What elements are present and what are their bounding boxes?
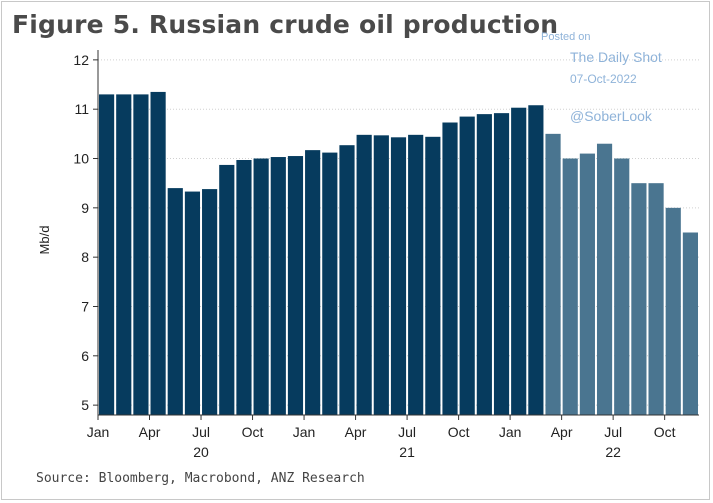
y-tick-label: 6 bbox=[81, 348, 89, 364]
bar bbox=[442, 122, 458, 415]
bar bbox=[476, 114, 492, 416]
chart-title: Figure 5. Russian crude oil production bbox=[12, 10, 559, 39]
bar bbox=[167, 188, 183, 415]
x-tick-label: Oct bbox=[654, 424, 676, 440]
y-tick-label: 9 bbox=[81, 200, 89, 216]
bar bbox=[99, 94, 115, 415]
y-tick-label: 7 bbox=[81, 298, 89, 314]
x-tick-label: Apr bbox=[345, 424, 367, 440]
x-tick-label: Oct bbox=[448, 424, 470, 440]
y-tick-label: 8 bbox=[81, 249, 89, 265]
bar bbox=[425, 136, 441, 416]
bar bbox=[545, 133, 561, 415]
bar bbox=[322, 152, 338, 415]
watermark-date: 07-Oct-2022 bbox=[570, 72, 637, 86]
x-tick-label: Jan bbox=[293, 424, 316, 440]
bar bbox=[270, 157, 286, 415]
bar bbox=[459, 116, 475, 416]
x-tick-label: Jul bbox=[604, 424, 622, 440]
x-tick-label: Apr bbox=[551, 424, 573, 440]
y-tick-label: 11 bbox=[74, 101, 89, 117]
bar bbox=[219, 164, 235, 415]
y-tick-label: 12 bbox=[73, 52, 89, 68]
x-tick-label: Jan bbox=[499, 424, 522, 440]
source-note: Source: Bloomberg, Macrobond, ANZ Resear… bbox=[36, 471, 365, 486]
bar bbox=[408, 134, 424, 416]
x-tick-label: Jul bbox=[192, 424, 210, 440]
bar bbox=[305, 150, 321, 416]
bar bbox=[682, 232, 698, 415]
bar bbox=[150, 91, 166, 416]
x-year-label: 20 bbox=[193, 444, 209, 460]
watermark-posted: Posted on bbox=[541, 31, 591, 43]
y-axis-title: Mb/d bbox=[37, 226, 52, 255]
bar bbox=[614, 158, 630, 415]
bar bbox=[236, 159, 252, 415]
bar bbox=[253, 158, 269, 415]
x-tick-labels: Jan Apr Jul Oct Jan Apr Jul Oct Jan Apr Jul Oct 20 21… bbox=[87, 424, 676, 460]
bar bbox=[287, 156, 304, 415]
bars bbox=[99, 91, 698, 416]
x-tick-label: Oct bbox=[242, 424, 264, 440]
bar bbox=[596, 143, 613, 415]
bar bbox=[116, 94, 132, 415]
x-year-label: 22 bbox=[605, 444, 621, 460]
y-tick-label: 5 bbox=[81, 397, 89, 413]
watermark-site: The Daily Shot bbox=[570, 49, 662, 65]
bar bbox=[511, 107, 527, 415]
bar bbox=[339, 145, 355, 415]
bar bbox=[648, 183, 664, 415]
y-tick-label: 10 bbox=[73, 151, 89, 167]
x-tick-label: Jan bbox=[87, 424, 110, 440]
bar bbox=[493, 113, 510, 415]
bar bbox=[528, 105, 544, 416]
bar bbox=[184, 191, 201, 415]
y-tick-labels: 5 6 7 8 9 10 11 12 bbox=[73, 52, 89, 413]
bar bbox=[562, 158, 578, 415]
bar bbox=[390, 137, 407, 415]
bar bbox=[133, 94, 149, 415]
x-tick-label: Apr bbox=[139, 424, 161, 440]
bar bbox=[202, 189, 218, 415]
bar bbox=[579, 153, 595, 415]
bar bbox=[665, 207, 681, 415]
x-tick-label: Jul bbox=[398, 424, 416, 440]
bar bbox=[356, 134, 372, 416]
axes bbox=[93, 50, 699, 420]
bar bbox=[373, 135, 389, 415]
x-year-label: 21 bbox=[399, 444, 415, 460]
bar bbox=[631, 183, 647, 415]
watermark-handle: @SoberLook bbox=[570, 108, 652, 124]
